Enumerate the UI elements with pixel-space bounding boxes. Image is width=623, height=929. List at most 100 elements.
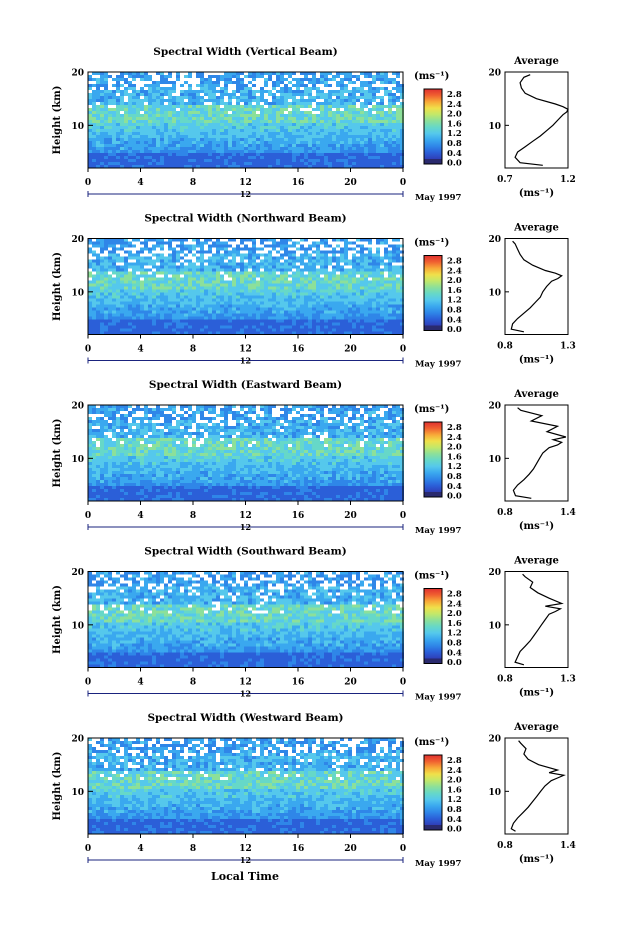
date-marker-label: 12 [240,356,251,366]
panel-title: Spectral Width (Vertical Beam) [153,46,337,58]
x-tick-label: 8 [190,511,196,521]
colorbar-tick-label: 1.2 [447,296,462,306]
y-tick-label: 10 [71,621,84,631]
profile-y-tick-label: 20 [488,568,501,578]
colorbar [424,422,442,492]
colorbar-tick-label: 2.0 [447,443,462,453]
heatmap-cells [88,571,404,668]
colorbar-tick-label: 0.0 [447,492,462,502]
x-tick-label: 8 [190,345,196,355]
panel-4: Spectral Width (Southward Beam) 20 10 Heigh… [52,546,576,703]
x-tick-label: 12 [239,345,252,355]
profile-x-tick-label: 1.4 [560,508,576,518]
colorbar-tick-label: 1.2 [447,629,462,639]
x-tick-label: 0 [400,511,406,521]
colorbar-tick-label: 2.4 [447,766,462,776]
x-tick-label: 0 [85,678,91,688]
colorbar-tick-label: 2.8 [447,756,462,766]
profile-x-label: (ms⁻¹) [519,188,554,199]
profile-y-tick-label: 20 [488,735,501,745]
x-tick-label: 0 [400,178,406,188]
colorbar-tick-label: 2.4 [447,599,462,609]
y-tick-label: 20 [71,235,84,245]
y-tick-label: 20 [71,69,84,79]
profile-x-tick-label: 1.3 [560,342,576,352]
panel-title: Spectral Width (Eastward Beam) [149,379,342,391]
panels-group: Spectral Width (Vertical Beam) 20 10 Height… [52,46,576,869]
x-tick-label: 4 [137,511,143,521]
x-tick-label: 16 [292,345,305,355]
colorbar-tick-label: 2.4 [447,100,462,110]
date-label: May 1997 [415,526,462,536]
profile-line [512,407,567,499]
colorbar-tick-label: 0.4 [447,815,462,825]
colorbar-tick-label: 0.4 [447,648,462,658]
colorbar-tick-label: 1.2 [447,795,462,805]
profile-title: Average [513,223,559,234]
panel-title: Spectral Width (Southward Beam) [144,546,346,558]
profile-line [514,74,569,166]
colorbar-tick-label: 0.0 [447,159,462,169]
colorbar-units: (ms⁻¹) [414,571,449,582]
profile-x-label: (ms⁻¹) [519,355,554,366]
colorbar-tick-label: 0.4 [447,149,462,159]
profile-title: Average [513,389,559,400]
profile-frame [504,238,569,335]
profile-x-tick-label: 1.2 [560,175,576,185]
x-tick-label: 4 [137,678,143,688]
y-axis-label: Height (km) [52,419,63,488]
x-tick-label: 0 [85,844,91,854]
profile-x-label: (ms⁻¹) [519,521,554,532]
x-tick-label: 8 [190,178,196,188]
colorbar-tick-label: 0.8 [447,639,462,649]
y-axis-label: Height (km) [52,752,63,821]
profile-x-tick-label: 1.3 [560,675,576,685]
colorbar-tick-label: 0.0 [447,825,462,835]
colorbar-tick-label: 0.0 [447,325,462,335]
colorbar-tick-label: 2.0 [447,276,462,286]
profile-x-label: (ms⁻¹) [519,854,554,865]
colorbar [424,755,442,825]
y-tick-label: 10 [71,122,84,132]
date-label: May 1997 [415,693,462,703]
x-tick-label: 4 [137,844,143,854]
date-marker-label: 12 [240,689,251,699]
colorbar [424,255,442,326]
date-label: May 1997 [415,360,462,370]
colorbar-tick-label: 2.4 [447,266,462,276]
colorbar-tick-label: 1.6 [447,119,462,129]
y-axis-label: Height (km) [52,585,63,654]
colorbar-tick-label: 1.6 [447,619,462,629]
profile-x-tick-label: 0.8 [497,841,513,851]
colorbar-tick-label: 0.8 [447,472,462,482]
x-tick-label: 8 [190,844,196,854]
profile-line [510,240,563,333]
colorbar-tick-label: 0.8 [447,139,462,149]
profile-title: Average [513,556,559,567]
x-tick-label: 16 [292,511,305,521]
heatmap-cells [88,72,404,168]
y-tick-label: 10 [71,455,84,465]
profile-y-tick-label: 10 [488,122,501,132]
profile-frame [504,571,569,668]
x-tick-label: 8 [190,678,196,688]
colorbar-tick-label: 2.4 [447,433,462,443]
x-tick-label: 16 [292,178,305,188]
x-tick-label: 12 [239,178,252,188]
panel-title: Spectral Width (Westward Beam) [147,712,343,724]
x-tick-label: 4 [137,345,143,355]
x-tick-label: 20 [344,178,357,188]
colorbar-tick-label: 0.8 [447,805,462,815]
colorbar-tick-label: 0.4 [447,482,462,492]
profile-y-tick-label: 20 [488,69,501,79]
panel-1: Spectral Width (Vertical Beam) 20 10 Height… [52,46,576,203]
profile-title: Average [513,722,559,733]
colorbar-tick-label: 1.6 [447,286,462,296]
heatmap-cells [88,405,404,501]
x-tick-label: 4 [137,178,143,188]
profile-x-tick-label: 0.8 [497,675,513,685]
profile-title: Average [513,56,559,67]
profile-x-tick-label: 1.4 [560,841,576,851]
x-tick-label: 20 [344,345,357,355]
